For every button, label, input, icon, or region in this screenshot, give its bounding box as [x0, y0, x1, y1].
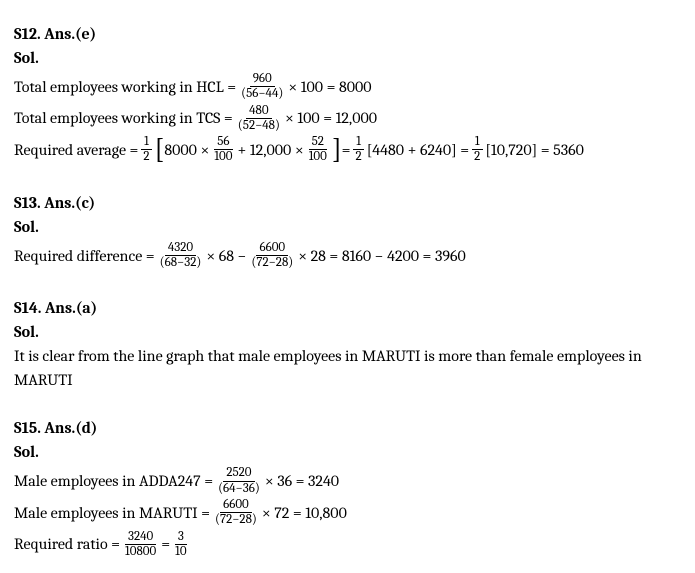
text: Required average = — [14, 138, 138, 162]
text: × 68 − — [206, 244, 246, 268]
bracket-right: ] — [332, 135, 342, 163]
text: Male employees in ADDA247 = — [14, 469, 213, 493]
numerator: 56 — [214, 135, 232, 150]
s12-line1: Total employees working in HCL = 960 (56… — [14, 72, 681, 102]
s15-header: S15. Ans.(d) — [14, 416, 681, 440]
s12-header: S12. Ans.(e) — [14, 22, 681, 46]
fraction: 1 2 — [353, 135, 365, 165]
denominator: 10800 — [122, 545, 159, 559]
denominator: (68−32) — [157, 256, 205, 270]
numerator: 4320 — [165, 241, 196, 256]
s13-line1: Required difference = 4320 (68−32) × 68 … — [14, 241, 681, 271]
text: Male employees in MARUTI = — [14, 501, 210, 525]
denominator: (56−44) — [238, 87, 286, 101]
s15-line1: Male employees in ADDA247 = 2520 (64−36)… — [14, 466, 681, 496]
numerator: 52 — [309, 135, 327, 150]
fraction: 56 100 — [211, 135, 235, 165]
fraction: 3240 10800 — [122, 530, 159, 560]
text: × 28 = 8160 − 4200 = 3960 — [298, 244, 466, 268]
text: × 100 = 8000 — [288, 75, 371, 99]
fraction: 6600 (72−28) — [212, 498, 260, 528]
text: × 100 = 12,000 — [285, 106, 377, 130]
denominator: 100 — [306, 150, 330, 164]
text: 8000 × — [164, 138, 209, 162]
s15-sol: Sol. — [14, 440, 681, 464]
numerator: 3240 — [125, 530, 156, 545]
denominator: 2 — [471, 150, 483, 164]
numerator: 960 — [250, 72, 275, 87]
denominator: 10 — [172, 545, 189, 559]
text: = — [342, 138, 351, 162]
numerator: 1 — [141, 135, 152, 150]
denominator: 2 — [353, 150, 365, 164]
denominator: (64−36) — [215, 482, 263, 496]
fraction: 2520 (64−36) — [215, 466, 263, 496]
denominator: (72−28) — [212, 513, 260, 527]
text: × 72 = 10,800 — [262, 501, 347, 525]
text: [4480 + 6240] = — [367, 138, 469, 162]
s12-line2: Total employees working in TCS = 480 (52… — [14, 104, 681, 134]
fraction: 6600 (72−28) — [248, 241, 296, 271]
text: Required ratio = — [14, 532, 120, 556]
s13-header: S13. Ans.(c) — [14, 191, 681, 215]
numerator: 1 — [472, 135, 483, 150]
fraction: 3 10 — [172, 530, 189, 560]
fraction: 1 2 — [471, 135, 483, 165]
s14-line1: It is clear from the line graph that mal… — [14, 344, 654, 392]
denominator: 2 — [140, 150, 152, 164]
numerator: 3 — [175, 530, 187, 545]
text: × 36 = 3240 — [265, 469, 339, 493]
fraction: 960 (56−44) — [238, 72, 286, 102]
text: Required difference = — [14, 244, 155, 268]
denominator: 100 — [211, 150, 235, 164]
numerator: 6600 — [220, 498, 252, 513]
s12-sol: Sol. — [14, 46, 681, 70]
text: [10,720] = 5360 — [485, 138, 584, 162]
fraction: 480 (52−48) — [235, 104, 283, 134]
text: + 12,000 × — [237, 138, 303, 162]
s15-line3: Required ratio = 3240 10800 = 3 10 — [14, 530, 681, 560]
numerator: 1 — [353, 135, 364, 150]
text: = — [161, 532, 170, 556]
bracket-left: [ — [155, 135, 165, 163]
numerator: 480 — [246, 104, 271, 119]
s13-sol: Sol. — [14, 215, 681, 239]
fraction: 4320 (68−32) — [157, 241, 205, 271]
text: Total employees working in TCS = — [14, 106, 233, 130]
denominator: (52−48) — [235, 119, 283, 133]
fraction: 52 100 — [306, 135, 330, 165]
numerator: 6600 — [256, 241, 288, 256]
s14-sol: Sol. — [14, 320, 681, 344]
text: Total employees working in HCL = — [14, 75, 236, 99]
numerator: 2520 — [223, 466, 254, 481]
fraction: 1 2 — [140, 135, 152, 165]
s14-header: S14. Ans.(a) — [14, 296, 681, 320]
s12-line3: Required average = 1 2 [ 8000 × 56 100 +… — [14, 135, 681, 165]
denominator: (72−28) — [248, 256, 296, 270]
s15-line2: Male employees in MARUTI = 6600 (72−28) … — [14, 498, 681, 528]
